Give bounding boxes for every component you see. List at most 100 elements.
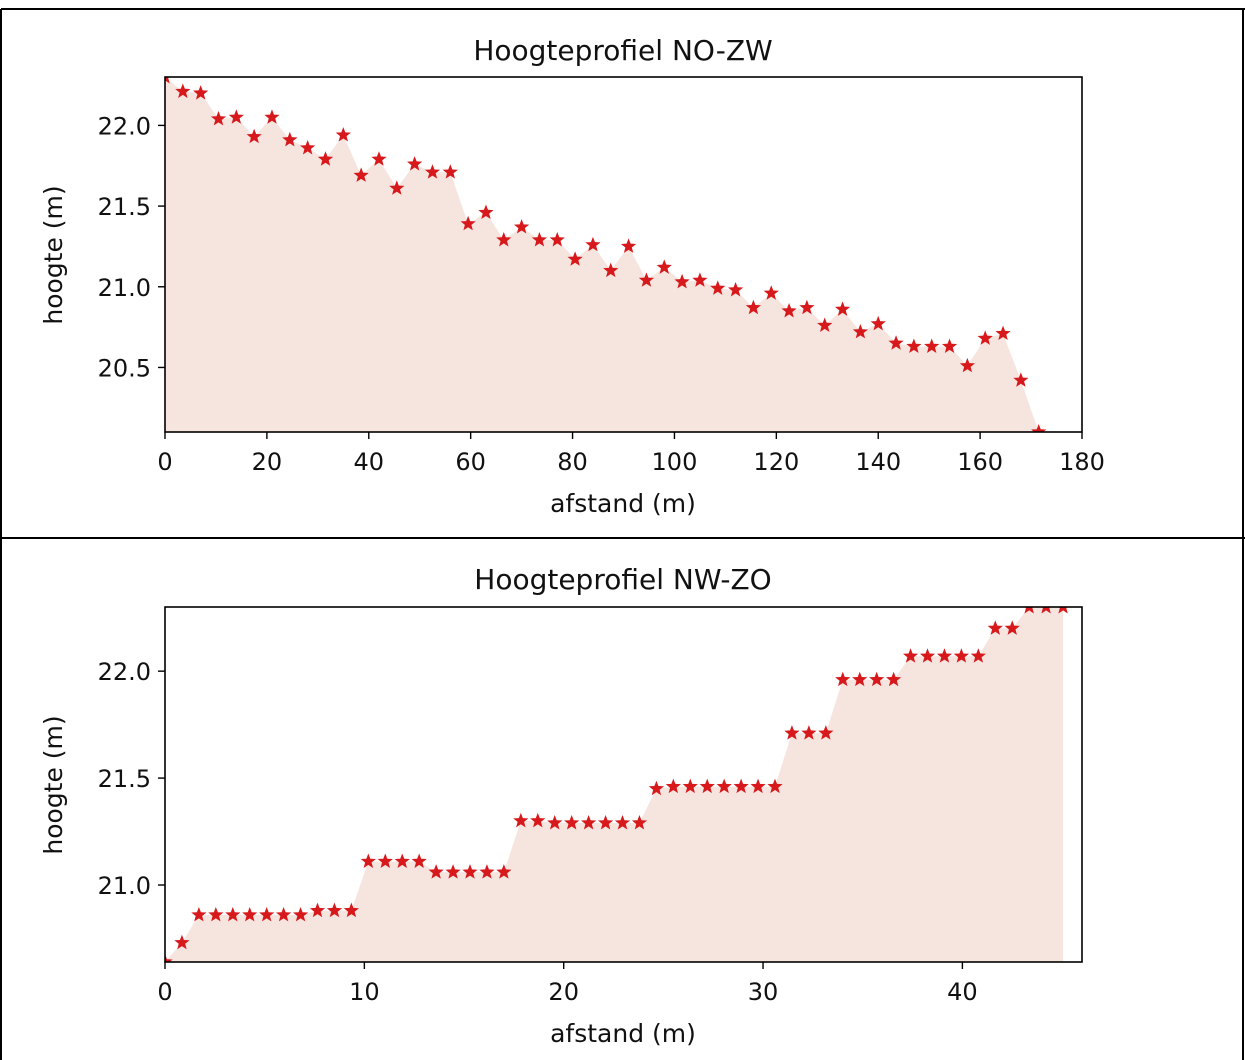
data-point-star [767, 778, 783, 794]
elevation-area [165, 77, 1039, 432]
data-point-star [292, 906, 309, 922]
data-point-star [784, 725, 800, 740]
data-point-star [259, 906, 275, 922]
data-point-star [264, 109, 280, 124]
x-tick-label: 180 [1059, 448, 1105, 476]
y-tick-label: 22.0 [98, 112, 151, 140]
data-point-star [727, 282, 744, 297]
y-axis-label: hoogte (m) [39, 185, 68, 324]
data-point-star [869, 671, 885, 687]
data-point-star [801, 725, 817, 740]
x-tick-label: 100 [652, 448, 698, 476]
data-point-star [977, 330, 993, 345]
data-point-star [407, 156, 423, 171]
data-point-star [597, 814, 614, 830]
data-point-star [478, 204, 494, 220]
y-tick-label: 20.5 [98, 354, 151, 382]
x-tick-label: 30 [748, 978, 779, 1006]
axes-frame [164, 606, 1083, 963]
data-point-star [924, 338, 940, 353]
data-point-star [496, 864, 512, 879]
data-point-star [614, 814, 631, 830]
y-tick-label: 21.0 [98, 872, 151, 900]
data-point-star [513, 812, 529, 828]
data-point-star [886, 671, 902, 687]
data-point-star [210, 110, 227, 126]
chart-title: Hoogteprofiel NW-ZO [474, 563, 771, 596]
y-tick-label: 21.5 [98, 193, 151, 221]
y-tick-label: 21.5 [98, 765, 151, 793]
y-tick-label: 22.0 [98, 658, 151, 686]
data-point-star [674, 273, 690, 289]
data-point-star [165, 77, 170, 84]
data-point-star [987, 620, 1003, 635]
data-point-star [300, 140, 316, 155]
data-point-star [620, 238, 637, 253]
data-point-star [549, 231, 565, 247]
data-point-star [834, 301, 851, 316]
data-point-star [394, 853, 410, 868]
data-point-star [870, 315, 886, 331]
y-axis-ticks: 21.0 21.5 22.0 [98, 658, 165, 900]
table-borders [0, 8, 1245, 1060]
data-point-star [1031, 424, 1047, 432]
data-point-star [581, 814, 597, 830]
plot-area [164, 606, 1083, 963]
data-point-star [1024, 607, 1034, 614]
data-point-star [174, 934, 190, 950]
data-point-star [208, 906, 224, 922]
data-point-star [906, 338, 922, 353]
data-point-star [371, 151, 387, 166]
data-point-star [817, 317, 833, 332]
data-point-star [276, 906, 292, 922]
data-point-star [1058, 607, 1068, 614]
data-point-star [638, 272, 655, 287]
x-tick-label: 0 [157, 978, 172, 1006]
data-point-star [360, 853, 376, 868]
data-point-star [496, 231, 512, 247]
data-point-star [428, 864, 444, 879]
data-point-star [462, 864, 478, 879]
data-point-star [424, 164, 441, 179]
data-point-star [585, 236, 601, 252]
data-point-star [460, 215, 476, 231]
x-tick-label: 40 [354, 448, 385, 476]
x-axis-label: afstand (m) [550, 1019, 696, 1048]
data-point-star [852, 671, 868, 687]
x-tick-label: 60 [455, 448, 486, 476]
x-axis-ticks: 0 20 40 60 80 100 120 140 160 180 [157, 432, 1105, 476]
plot-area [164, 76, 1083, 433]
data-point-star [317, 151, 334, 166]
x-axis-label: afstand (m) [550, 489, 696, 518]
data-point-star [165, 954, 173, 962]
data-point-star [959, 357, 975, 373]
elevation-area [165, 607, 1064, 962]
data-point-star [919, 648, 936, 663]
x-tick-label: 120 [753, 448, 799, 476]
data-point-star [852, 323, 868, 339]
data-point-star [225, 906, 241, 922]
data-point-star [710, 280, 726, 295]
data-point-star [343, 902, 359, 918]
data-point-star [228, 109, 244, 124]
data-point-star [953, 648, 969, 663]
data-point-star [888, 335, 904, 350]
data-point-star [531, 231, 548, 247]
x-tick-label: 160 [957, 448, 1003, 476]
data-point-star [763, 285, 779, 300]
data-point-star [781, 302, 797, 318]
data-point-star [995, 325, 1011, 341]
data-point-star [175, 83, 191, 98]
data-point-star [733, 778, 749, 794]
data-point-star [799, 299, 815, 315]
data-point-star [246, 128, 262, 144]
x-axis-ticks: 0 10 20 30 40 [157, 962, 978, 1006]
data-point-star [745, 299, 762, 315]
data-point-star [530, 812, 546, 828]
y-axis-label: hoogte (m) [39, 715, 68, 854]
data-point-star [377, 853, 393, 868]
data-point-star [941, 338, 958, 353]
data-point-star [1041, 607, 1051, 614]
